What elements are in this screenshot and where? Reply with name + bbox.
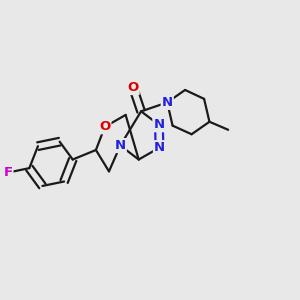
- Text: N: N: [153, 118, 164, 131]
- Text: N: N: [115, 139, 126, 152]
- Text: O: O: [99, 120, 110, 133]
- Text: N: N: [154, 141, 165, 154]
- Text: N: N: [162, 96, 173, 109]
- Text: F: F: [3, 166, 13, 179]
- Text: O: O: [128, 81, 139, 94]
